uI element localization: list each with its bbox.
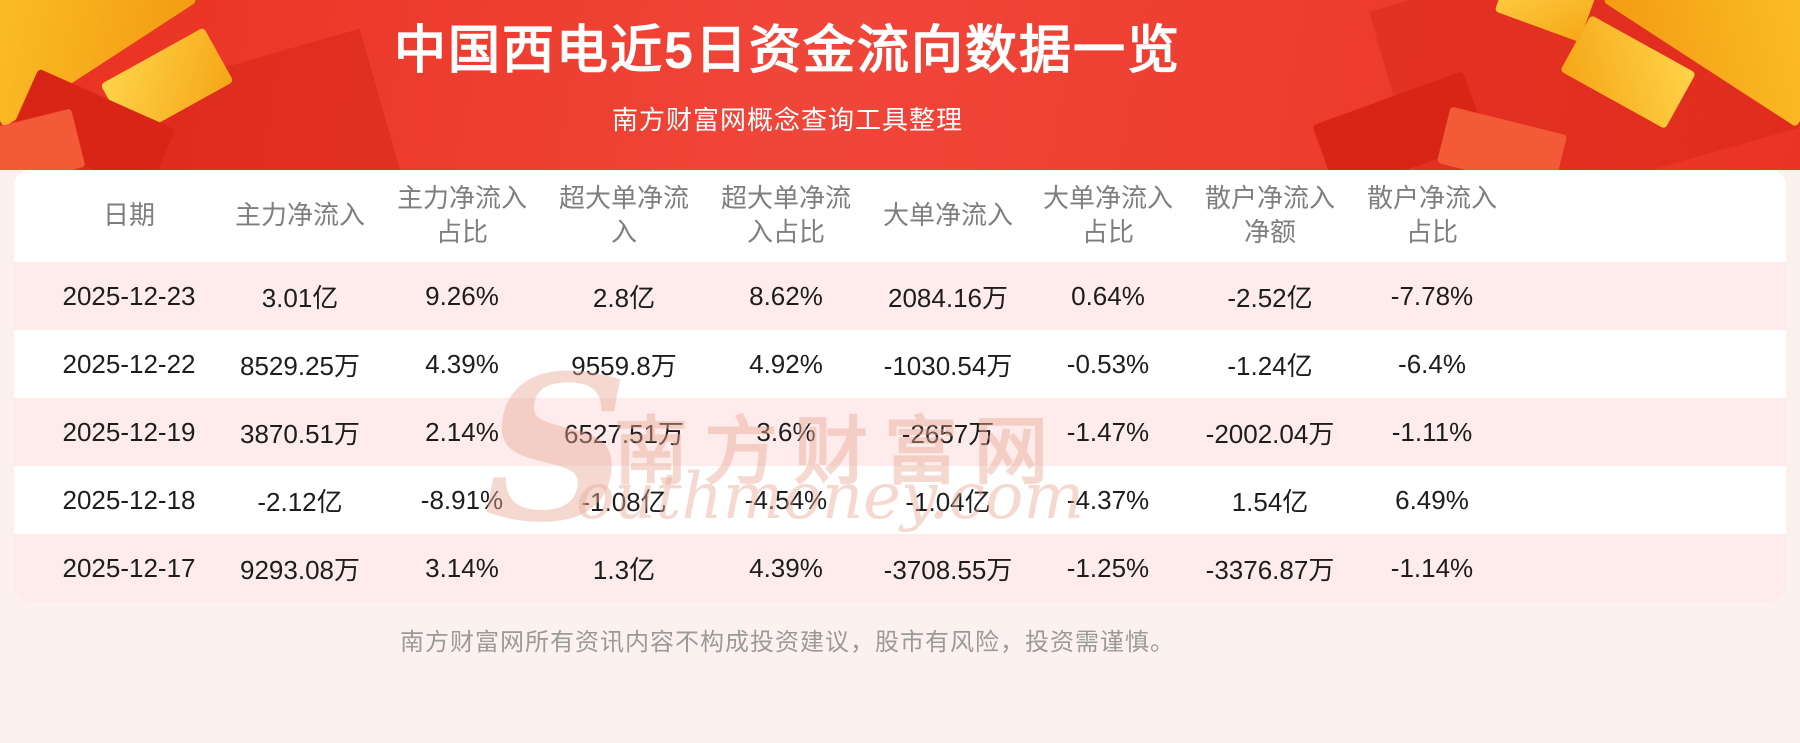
table-cell: -1.24亿 [1227,350,1313,381]
table-cell: -1030.54万 [883,350,1013,381]
table-cell: 3870.51万 [240,418,360,449]
table-cell: 9.26% [425,280,499,311]
table-cell: -2002.04万 [1205,418,1335,449]
table-cell: 2025-12-23 [62,280,196,311]
table-cell: 9293.08万 [240,554,360,585]
table-row: 2025-12-23 3.01亿 9.26% 2.8亿 8.62% 2084.16万 0.6… [14,262,1786,330]
table-cell: 4.39% [425,348,499,379]
column-header: 主力净流入 [234,200,365,231]
column-header: 大单净流入 [882,200,1013,231]
column-header: 主力净流入占比 [396,183,527,247]
column-header: 日期 [102,200,155,231]
column-header: 超大单净流入 [558,183,689,247]
table-cell: 2084.16万 [888,282,1008,313]
column-header: 散户净流入净额 [1204,183,1335,247]
table-cell: 8529.25万 [240,350,360,381]
table-cell: -0.53% [1066,348,1150,379]
table-cell: -1.11% [1391,416,1473,447]
table-cell: 2025-12-18 [62,484,196,515]
table-cell: -1.04亿 [905,486,991,517]
table-row: 2025-12-18 -2.12亿 -8.91% -1.08亿 -4.54% -1.04亿… [14,466,1786,534]
table-header-row: 日期 主力净流入 主力净流入占比 超大单净流入 超大单净流入占比 大单净流入 大单净流入占比… [14,170,1786,262]
table-cell: 1.54亿 [1231,486,1309,517]
table-cell: -7.78% [1390,280,1474,311]
table-cell: -3708.55万 [883,554,1013,585]
table-cell: -1.47% [1066,416,1150,447]
table-row: 2025-12-22 8529.25万 4.39% 9559.8万 4.92% -1030… [14,330,1786,398]
column-header: 散户净流入占比 [1366,183,1497,247]
table-cell: 2025-12-17 [62,552,196,583]
table-cell: 2025-12-19 [62,416,196,447]
table-cell: 2.8亿 [592,282,656,313]
table-cell: -3376.87万 [1205,554,1335,585]
table-cell: 1.3亿 [592,554,656,585]
table-cell: 4.92% [749,348,823,379]
table-cell: -4.54% [744,484,828,515]
table-cell: -2.12亿 [257,486,343,517]
table-cell: -2.52亿 [1227,282,1313,313]
table-body: 2025-12-23 3.01亿 9.26% 2.8亿 8.62% 2084.16万 0.6… [14,262,1786,602]
column-header: 超大单净流入占比 [720,183,851,247]
banner-heading: 中国西电近5日资金流向数据一览 南方财富网概念查询工具整理 [0,0,1575,137]
header-banner: 中国西电近5日资金流向数据一览 南方财富网概念查询工具整理 [0,0,1800,170]
table-cell: 2025-12-22 [62,348,196,379]
fund-flow-table: 日期 主力净流入 主力净流入占比 超大单净流入 超大单净流入占比 大单净流入 大单净流入占比… [14,170,1786,602]
table-cell: 8.62% [749,280,823,311]
table-row: 2025-12-17 9293.08万 3.14% 1.3亿 4.39% -3708.55… [14,534,1786,602]
table-cell: 6527.51万 [564,418,684,449]
page-subtitle: 南方财富网概念查询工具整理 [611,104,963,135]
table-cell: 0.64% [1071,280,1145,311]
disclaimer-text: 南方财富网所有资讯内容不构成投资建议，股市有风险，投资需谨慎。 [400,629,1175,656]
table-cell: -2657万 [901,418,995,449]
table-cell: 4.39% [749,552,823,583]
table-cell: -8.91% [420,484,504,515]
table-cell: -6.4% [1398,348,1466,379]
table-cell: 9559.8万 [571,350,677,381]
table-cell: -1.25% [1066,552,1150,583]
table-cell: 3.01亿 [261,282,339,313]
table-cell: -1.14% [1390,552,1474,583]
table-cell: 3.14% [425,552,499,583]
table-cell: -1.08亿 [581,486,667,517]
table-cell: 2.14% [425,416,499,447]
column-header: 大单净流入占比 [1042,183,1173,247]
page-title: 中国西电近5日资金流向数据一览 [394,22,1181,80]
table-cell: 6.49% [1395,484,1469,515]
table-row: 2025-12-19 3870.51万 2.14% 6527.51万 3.6% -2657… [14,398,1786,466]
table-cell: 3.6% [756,416,816,447]
table-cell: -4.37% [1066,484,1150,515]
